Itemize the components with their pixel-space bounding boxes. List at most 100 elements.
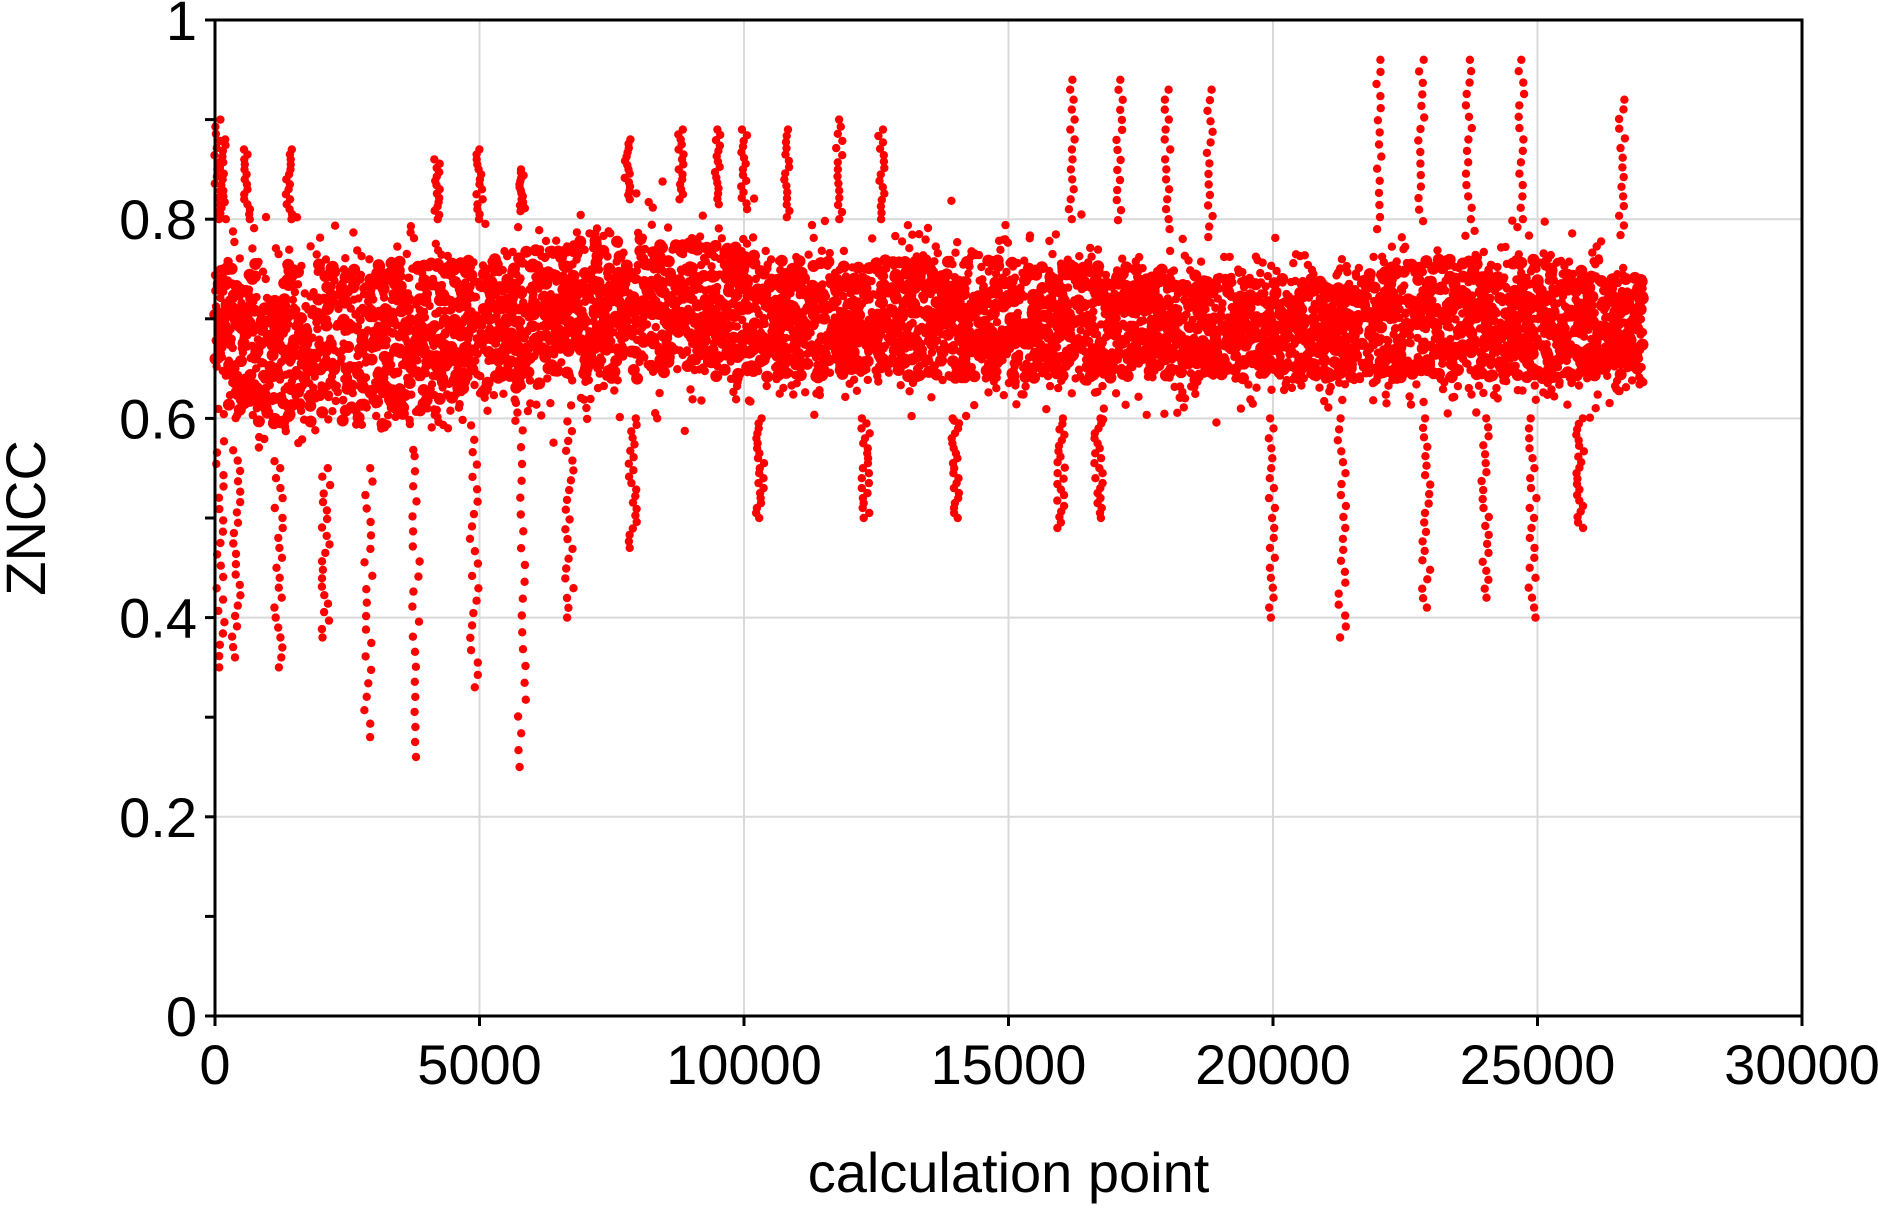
data-point — [1256, 268, 1265, 278]
data-point — [1300, 251, 1310, 260]
data-point — [1338, 395, 1347, 405]
data-point — [405, 419, 415, 429]
data-point — [686, 385, 695, 394]
data-point — [482, 273, 495, 286]
data-point — [394, 367, 403, 376]
data-point — [513, 223, 523, 232]
data-point — [1236, 404, 1246, 413]
data-point — [942, 328, 954, 341]
data-point — [701, 257, 710, 266]
data-point — [810, 410, 819, 419]
data-point — [935, 354, 948, 367]
data-point — [309, 383, 318, 392]
data-point — [476, 371, 485, 381]
data-point — [312, 250, 321, 259]
data-point — [841, 392, 850, 402]
data-point — [707, 262, 716, 271]
data-point — [751, 274, 760, 284]
data-point — [254, 443, 264, 452]
data-point — [1400, 281, 1409, 290]
data-point — [595, 369, 604, 378]
data-point — [332, 381, 341, 390]
data-point — [749, 194, 759, 203]
data-point — [1045, 236, 1054, 246]
data-point — [537, 411, 546, 420]
data-point — [801, 388, 810, 397]
data-point — [984, 388, 993, 397]
data-point — [905, 387, 914, 396]
data-point — [807, 220, 817, 230]
data-point — [489, 391, 499, 400]
data-point — [1324, 403, 1333, 412]
data-point — [331, 396, 340, 406]
data-point — [313, 324, 322, 334]
data-point — [1540, 217, 1549, 226]
data-point — [1315, 383, 1324, 392]
data-point — [914, 230, 924, 239]
data-point — [288, 295, 298, 304]
data-point — [1003, 238, 1013, 247]
data-point — [409, 234, 419, 243]
data-point — [903, 221, 913, 230]
data-point — [1433, 246, 1442, 255]
data-point — [1135, 252, 1144, 262]
data-point — [1075, 252, 1084, 261]
data-point — [511, 398, 521, 408]
data-point — [820, 216, 830, 226]
data-point — [992, 384, 1001, 393]
data-point — [315, 233, 325, 242]
data-point — [961, 411, 971, 421]
data-point — [1456, 257, 1469, 270]
data-point — [953, 238, 962, 247]
data-point — [369, 295, 378, 304]
data-point — [330, 276, 339, 285]
data-point — [658, 177, 667, 186]
data-point — [258, 267, 268, 276]
data-point — [499, 389, 508, 398]
data-point — [1606, 273, 1619, 286]
data-point — [372, 411, 381, 421]
data-point — [1563, 400, 1572, 409]
data-point — [443, 424, 453, 433]
data-point — [1381, 390, 1391, 399]
data-point — [1001, 220, 1010, 230]
data-point — [238, 348, 248, 357]
data-point — [378, 389, 387, 399]
data-point — [999, 391, 1008, 400]
data-point — [717, 234, 726, 243]
data-point — [349, 228, 358, 237]
data-point — [353, 246, 362, 255]
data-point — [1173, 408, 1182, 417]
data-point — [1294, 331, 1307, 344]
data-point — [653, 414, 662, 423]
data-point — [304, 415, 317, 428]
data-point — [1550, 392, 1559, 401]
data-point — [368, 334, 381, 347]
data-point — [815, 390, 824, 400]
data-point — [222, 398, 235, 411]
data-point — [1577, 322, 1590, 335]
data-point — [244, 369, 257, 381]
data-point — [875, 265, 888, 278]
data-point — [1238, 267, 1247, 277]
data-point — [921, 235, 930, 244]
data-point — [744, 345, 757, 358]
data-point — [274, 249, 283, 259]
data-point — [1271, 233, 1280, 243]
data-point — [1397, 233, 1407, 242]
data-point — [1021, 382, 1030, 391]
data-point — [432, 405, 441, 415]
data-point — [582, 414, 592, 424]
data-point — [586, 394, 595, 404]
data-point — [261, 212, 271, 222]
data-point — [731, 395, 741, 404]
data-point — [789, 390, 798, 399]
data-point — [483, 313, 496, 325]
data-point — [270, 457, 279, 466]
data-point — [1258, 258, 1267, 267]
data-point — [1531, 395, 1541, 404]
data-point — [572, 228, 582, 237]
data-point — [748, 233, 758, 242]
data-point — [1025, 231, 1035, 240]
data-point — [732, 322, 741, 331]
